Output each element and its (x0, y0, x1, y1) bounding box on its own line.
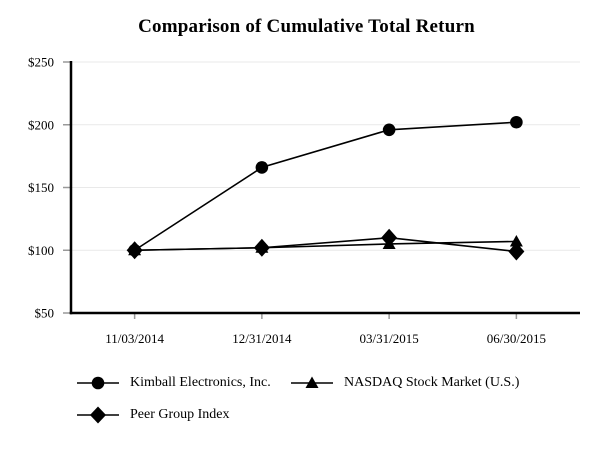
circle-marker-icon (382, 123, 396, 137)
diamond-marker-icon (253, 238, 270, 257)
triangle-marker-icon (291, 376, 333, 388)
legend-label-peer: Peer Group Index (130, 407, 230, 422)
x-tick-label: 12/31/2014 (232, 331, 292, 346)
triangle-marker-icon (509, 234, 523, 247)
circle-marker-icon (255, 161, 269, 174)
legend-item-kimball: Kimball Electronics, Inc. (75, 372, 271, 394)
circle-marker-icon (510, 115, 523, 129)
y-tick-label: $250 (28, 55, 54, 70)
y-tick-label: $200 (28, 117, 54, 132)
diamond-marker-icon (381, 228, 398, 247)
legend-label-nasdaq: NASDAQ Stock Market (U.S.) (344, 375, 520, 390)
chart-title: Comparison of Cumulative Total Return (138, 16, 475, 37)
circle-marker-icon (77, 376, 119, 390)
legend: Kimball Electronics, Inc. NASDAQ Stock M… (0, 372, 613, 442)
diamond-marker-icon (77, 406, 119, 424)
series-line-0 (134, 121, 517, 251)
diamond-marker-icon (508, 242, 525, 261)
legend-item-nasdaq: NASDAQ Stock Market (U.S.) (289, 372, 519, 394)
legend-label-kimball: Kimball Electronics, Inc. (130, 375, 271, 390)
plot-area: $50 $100 $150 $200 $250 11/03/2014 12/31/2014 0… (28, 55, 580, 346)
series-line-2 (134, 236, 517, 253)
y-tick-label: $150 (28, 180, 54, 195)
y-tick-label: $100 (28, 243, 54, 258)
x-tick-label: 03/31/2015 (360, 331, 419, 346)
x-tick-label: 06/30/2015 (487, 331, 546, 346)
x-tick-label: 11/03/2014 (105, 331, 164, 346)
diamond-marker-icon (126, 241, 143, 260)
legend-item-peer: Peer Group Index (75, 404, 230, 426)
y-tick-label: $50 (35, 306, 55, 321)
